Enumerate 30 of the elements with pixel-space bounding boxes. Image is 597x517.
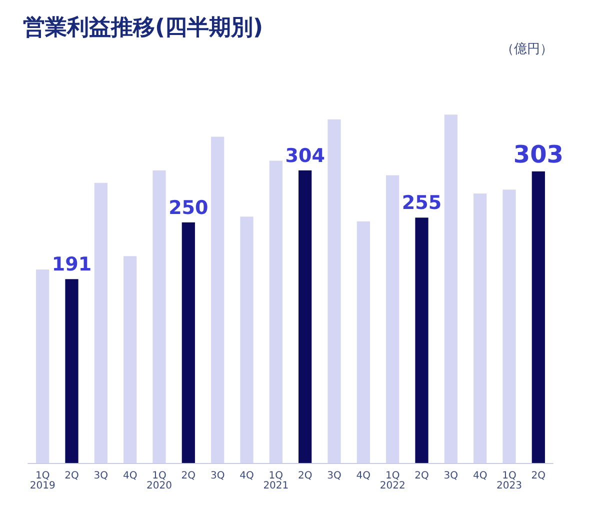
x-tick-label: 3Q <box>210 470 225 482</box>
x-tick-label: 1Q 2019 <box>30 470 56 492</box>
x-tick-label: 4Q <box>472 470 488 482</box>
x-tick-label: 1Q 2023 <box>496 470 522 492</box>
x-tick-label: 4Q <box>122 470 138 482</box>
bar <box>65 279 78 463</box>
data-label: 191 <box>52 254 92 276</box>
data-label: 304 <box>285 144 325 167</box>
y-axis-title: （億円） <box>501 42 553 57</box>
data-label: 303 <box>513 140 564 168</box>
bar <box>532 171 545 463</box>
data-label: 250 <box>168 196 208 219</box>
bar <box>182 222 195 463</box>
x-tick-label: 2Q <box>531 470 546 482</box>
x-tick-label: 2Q <box>181 470 196 482</box>
x-tick-label: 2Q <box>298 470 312 482</box>
x-tick-label: 3Q <box>94 470 108 482</box>
x-tick-label: 1Q 2022 <box>380 470 406 492</box>
chart-title: 営業利益推移(四半期別) <box>23 16 264 40</box>
x-tick-label: 1Q 2020 <box>146 470 172 492</box>
x-tick-label: 2Q <box>414 470 429 482</box>
x-tick-label: 2Q <box>64 470 79 482</box>
x-tick-label: 1Q 2021 <box>263 470 289 492</box>
bar <box>415 218 428 463</box>
x-tick-label: 4Q <box>240 470 254 482</box>
bar <box>298 170 312 463</box>
x-tick-label: 3Q <box>327 470 342 482</box>
data-label: 255 <box>402 192 442 214</box>
x-tick-label: 3Q <box>444 470 458 482</box>
x-tick-label: 4Q <box>356 470 371 482</box>
